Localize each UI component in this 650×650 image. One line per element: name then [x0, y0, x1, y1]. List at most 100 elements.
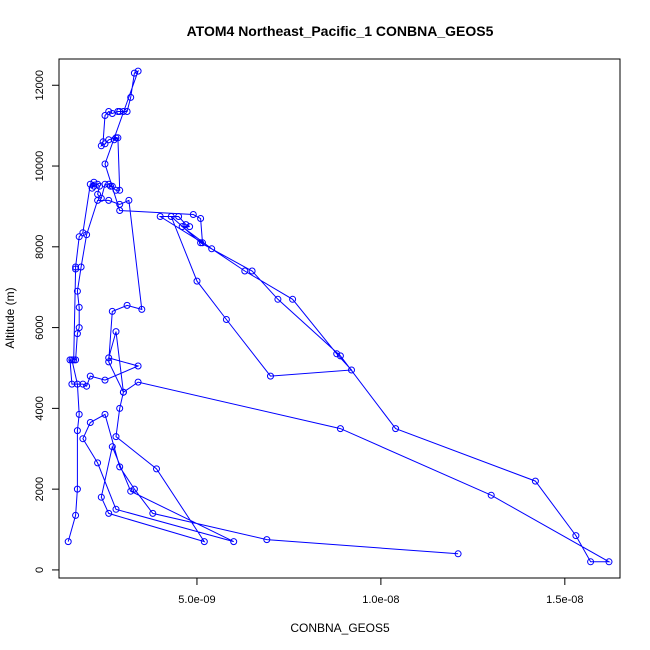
- data-point: [105, 108, 113, 115]
- data-point: [79, 229, 87, 237]
- data-point: [75, 410, 83, 418]
- data-point: [94, 190, 102, 198]
- chart-title: ATOM4 Northeast_Pacific_1 CONBNA_GEOS5: [187, 23, 494, 39]
- data-point: [112, 505, 120, 513]
- data-point: [70, 356, 78, 364]
- data-point: [208, 245, 216, 253]
- data-point: [274, 295, 282, 303]
- data-point: [66, 356, 74, 364]
- data-point: [108, 307, 116, 315]
- data-point: [127, 93, 135, 101]
- data-point: [73, 427, 81, 435]
- data-point: [101, 112, 109, 119]
- y-axis: 0 2000 4000 6000 8000 10000 12000: [34, 70, 60, 573]
- data-point: [123, 108, 131, 115]
- data-point: [112, 328, 120, 336]
- data-point: [336, 352, 344, 360]
- data-point: [197, 215, 205, 222]
- data-point: [86, 372, 94, 380]
- data-point: [230, 538, 238, 546]
- data-point: [263, 536, 271, 544]
- data-point: [454, 550, 462, 558]
- data-point: [134, 362, 142, 370]
- data-point: [156, 213, 164, 220]
- data-point: [105, 180, 113, 188]
- data-point: [167, 213, 175, 220]
- data-point: [105, 358, 113, 366]
- data-point: [73, 485, 81, 493]
- data-point: [116, 463, 124, 471]
- data-point: [127, 487, 135, 495]
- y-axis-label: Altitude (m): [3, 287, 17, 348]
- data-point: [178, 223, 186, 231]
- data-point: [125, 196, 133, 204]
- y-tick-label: 4000: [34, 396, 46, 420]
- data-point: [289, 295, 297, 303]
- data-point: [83, 231, 91, 239]
- data-point: [119, 108, 127, 115]
- x-tick-label: 1.0e-08: [362, 594, 399, 606]
- data-point: [116, 186, 124, 194]
- data-point: [175, 213, 183, 220]
- data-point: [153, 465, 160, 473]
- data-point: [116, 207, 124, 214]
- x-tick-label: 5.0e-09: [178, 594, 215, 606]
- data-point: [101, 410, 109, 418]
- data-point: [134, 67, 142, 75]
- data-point: [116, 404, 124, 412]
- data-point: [197, 239, 205, 247]
- data-point: [487, 491, 495, 499]
- data-point: [114, 134, 122, 142]
- data-point: [130, 485, 138, 493]
- data-point: [267, 372, 274, 380]
- data-point: [88, 184, 96, 192]
- y-tick-label: 10000: [34, 151, 46, 182]
- data-point: [572, 532, 580, 540]
- data-point: [86, 180, 94, 188]
- data-point: [112, 186, 120, 194]
- data-point: [108, 443, 116, 451]
- data-point: [531, 477, 539, 485]
- data-point: [134, 378, 142, 386]
- data-point: [75, 233, 83, 241]
- data-point: [101, 160, 109, 168]
- data-point: [79, 380, 87, 388]
- data-point: [97, 493, 105, 501]
- data-point: [333, 350, 341, 358]
- y-tick-label: 2000: [34, 477, 46, 501]
- data-point: [112, 433, 120, 441]
- data-point: [86, 419, 94, 426]
- data-point: [105, 354, 113, 362]
- data-point: [138, 305, 146, 313]
- data-point: [112, 134, 120, 142]
- data-point: [75, 303, 83, 311]
- data-point: [83, 382, 91, 390]
- series-altitude-profile: [64, 67, 613, 566]
- data-point: [94, 180, 102, 188]
- data-point: [392, 425, 400, 433]
- data-point: [107, 182, 114, 190]
- data-point: [68, 380, 76, 388]
- data-point: [130, 69, 138, 77]
- series-line: [67, 70, 611, 563]
- data-point: [248, 267, 256, 275]
- data-point: [105, 509, 113, 517]
- data-point: [94, 459, 102, 467]
- data-point: [193, 277, 201, 285]
- x-axis-label: CONBNA_GEOS5: [290, 621, 390, 635]
- data-point: [348, 366, 355, 374]
- x-tick-label: 1.5e-08: [546, 594, 583, 606]
- data-point: [73, 287, 81, 295]
- data-point: [241, 267, 249, 275]
- data-point: [605, 558, 613, 566]
- data-point: [200, 538, 208, 546]
- data-point: [119, 388, 127, 396]
- y-tick-label: 8000: [34, 235, 46, 259]
- data-point: [101, 376, 109, 384]
- data-point: [199, 239, 206, 247]
- data-point: [105, 196, 113, 204]
- data-point: [222, 316, 230, 323]
- y-tick-label: 12000: [34, 70, 46, 101]
- data-point: [97, 142, 105, 150]
